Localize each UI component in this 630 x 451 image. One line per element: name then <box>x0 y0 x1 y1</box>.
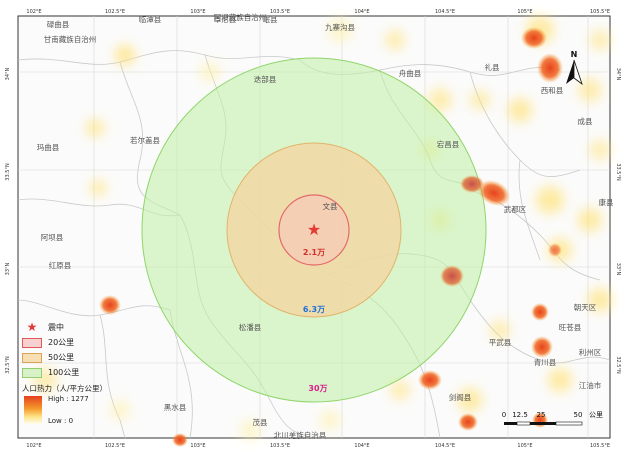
place-label: 阿坝藏族自治州 <box>214 12 267 22</box>
bottom-tick-label: 105.5°E <box>590 443 610 449</box>
legend-ring100-label: 100公里 <box>48 368 80 377</box>
top-tick-label: 104°E <box>354 9 369 15</box>
right-tick-label: 32.5°N <box>615 356 621 374</box>
epicenter-star[interactable]: ★ <box>307 220 321 239</box>
north-arrow: N <box>566 50 583 86</box>
place-label: 红原县 <box>49 260 72 270</box>
legend-ring100-swatch <box>22 368 42 378</box>
right-tick-label: 33°N <box>615 263 621 276</box>
place-label: 迭部县 <box>254 74 277 84</box>
legend-heat-low: Low : 0 <box>48 417 74 425</box>
ring-20km <box>278 194 350 266</box>
top-tick-label: 103.5°E <box>270 9 290 15</box>
ring-100-population-label: 30万 <box>308 384 327 393</box>
place-label: 阿坝县 <box>41 233 64 242</box>
legend-heat-title: 人口热力（人/平方公里） <box>22 384 108 393</box>
place-label: 茂县 <box>253 417 268 427</box>
legend-ring100: 100公里 <box>22 368 79 378</box>
place-label: 若尔盖县 <box>130 135 160 145</box>
frame-ticks: 102°E 102.5°E 103°E 103.5°E 104°E 104.5°E 105°… <box>5 9 621 449</box>
place-label: 平武县 <box>489 337 512 347</box>
scale-tick-25: 25 <box>537 411 546 419</box>
legend-ring50-label: 50公里 <box>48 353 75 362</box>
legend-ring50-swatch <box>22 353 42 363</box>
bottom-tick-label: 105°E <box>517 443 532 449</box>
left-tick-label: 34°N <box>5 67 11 80</box>
place-label: 临潭县 <box>139 14 162 24</box>
scale-bar: 0 12.5 25 50 公里 <box>502 411 603 426</box>
scale-tick-12-5: 12.5 <box>512 411 528 419</box>
left-tick-label: 33°N <box>5 262 11 275</box>
left-tick-label: 32.5°N <box>5 356 11 374</box>
bottom-tick-label: 104.5°E <box>435 443 455 449</box>
place-label: 朝天区 <box>574 303 597 312</box>
legend-ring50: 50公里 <box>22 353 74 363</box>
place-label: 黑水县 <box>164 402 187 412</box>
buffer-rings <box>141 57 487 403</box>
place-label: 江油市 <box>579 380 602 390</box>
place-label: 九寨沟县 <box>325 22 355 32</box>
place-label: 玛曲县 <box>37 142 60 152</box>
place-label: 北川羌族自治县 <box>274 430 327 440</box>
place-label: 松潘县 <box>239 322 262 332</box>
place-label: 岷县 <box>263 15 278 24</box>
bottom-tick-label: 104°E <box>354 443 369 449</box>
heat-hotspots <box>99 27 563 447</box>
bottom-tick-label: 102.5°E <box>105 443 125 449</box>
north-arrow-label: N <box>571 50 578 59</box>
bottom-tick-label: 103.5°E <box>270 443 290 449</box>
bottom-tick-label: 103°E <box>190 443 205 449</box>
place-label: 利州区 <box>579 347 602 357</box>
place-label: 卓尼县 <box>214 14 237 24</box>
place-label: 康县 <box>599 197 614 207</box>
top-tick-label: 103°E <box>190 9 205 15</box>
scale-unit: 公里 <box>589 411 603 419</box>
place-label: 剑阁县 <box>449 392 472 402</box>
bottom-tick-label: 102°E <box>26 443 41 449</box>
legend-epicenter: ★ 震中 <box>22 320 64 335</box>
place-label: 舟曲县 <box>399 68 422 78</box>
legend-star-icon: ★ <box>26 320 38 334</box>
legend-ring20-swatch <box>22 338 42 348</box>
top-tick-label: 102.5°E <box>105 9 125 15</box>
place-label: 武都区 <box>504 204 527 214</box>
top-tick-label: 102°E <box>26 9 41 15</box>
legend-heat-high: High : 1277 <box>48 395 89 403</box>
legend-ring20-label: 20公里 <box>48 338 75 347</box>
place-label: 旺苍县 <box>559 322 582 332</box>
top-tick-label: 104.5°E <box>435 9 455 15</box>
top-tick-label: 105.5°E <box>590 9 610 15</box>
legend-ring20: 20公里 <box>22 338 74 348</box>
place-label: 甘南藏族自治州 <box>44 34 97 44</box>
ring-20-population-label: 2.1万 <box>303 248 325 257</box>
place-label: 宕昌县 <box>437 139 460 149</box>
place-label: 文县 <box>323 201 338 211</box>
place-label: 礼县 <box>485 62 500 72</box>
heat-diffuse <box>33 16 612 440</box>
place-label: 青川县 <box>534 357 557 367</box>
left-tick-label: 33.5°N <box>5 163 11 181</box>
legend-heat-gradient <box>24 396 42 424</box>
ring-50-population-label: 6.3万 <box>303 305 325 314</box>
place-label: 成县 <box>578 116 593 126</box>
legend-epicenter-label: 震中 <box>48 322 64 332</box>
top-tick-label: 105°E <box>517 9 532 15</box>
scale-tick-0: 0 <box>502 411 506 419</box>
legend: ★ 震中 20公里 50公里 100公里 人口热力（人/平方公里） High :… <box>22 318 177 433</box>
place-label: 西和县 <box>541 86 564 95</box>
right-tick-label: 34°N <box>615 68 621 81</box>
place-label: 碌曲县 <box>47 19 70 29</box>
right-tick-label: 33.5°N <box>615 163 621 181</box>
scale-tick-50: 50 <box>574 411 583 419</box>
